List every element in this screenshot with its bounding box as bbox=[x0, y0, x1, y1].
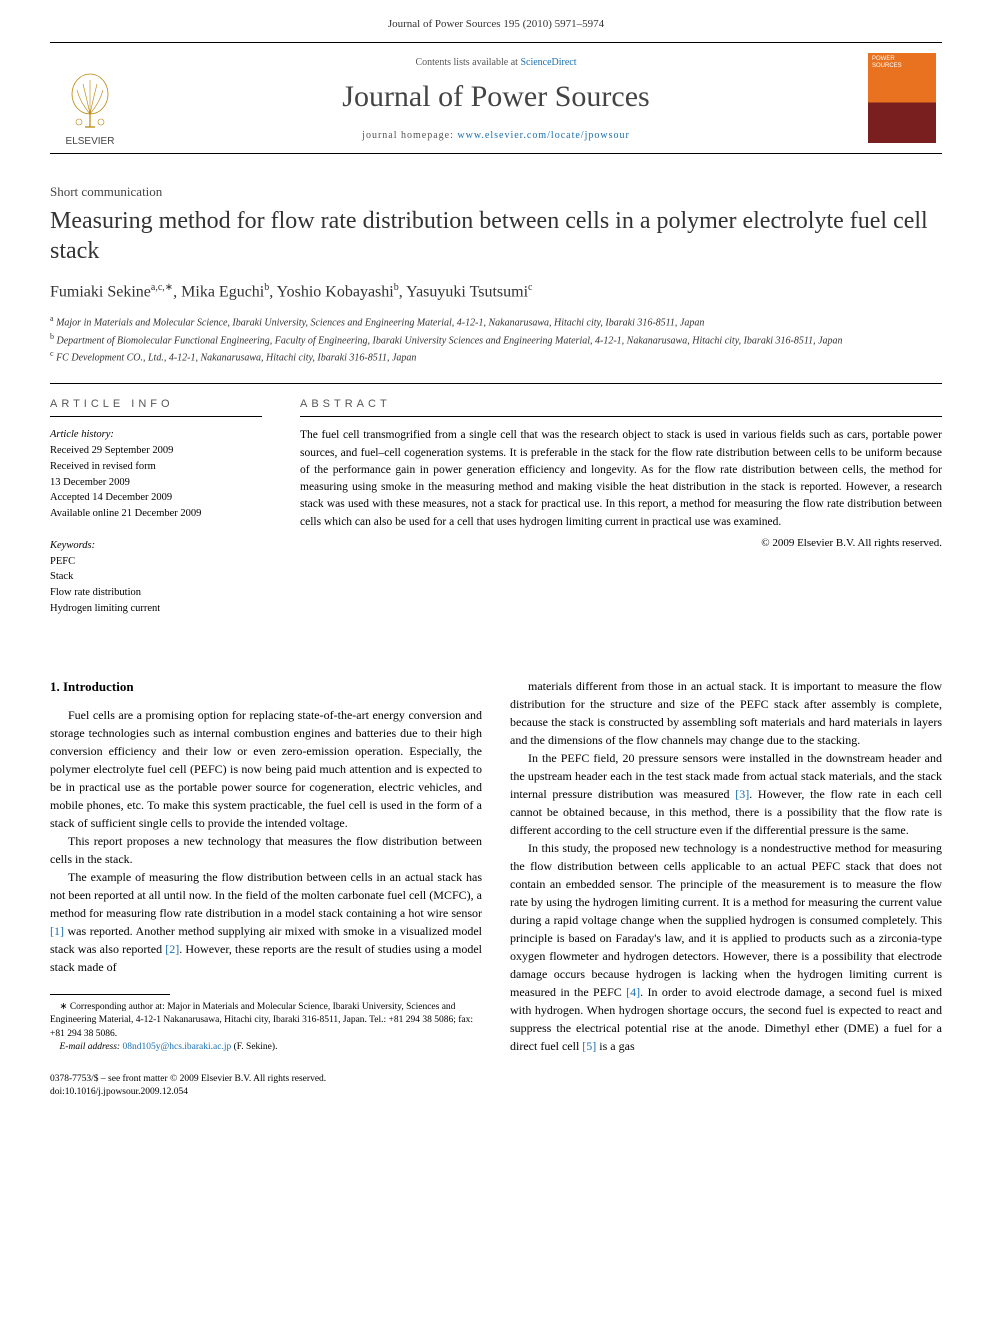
keywords-block: Keywords: PEFCStackFlow rate distributio… bbox=[50, 538, 262, 617]
body-paragraph: materials different from those in an act… bbox=[510, 677, 942, 749]
publisher-logo: ELSEVIER bbox=[50, 43, 130, 153]
contents-available-line: Contents lists available at ScienceDirec… bbox=[130, 57, 862, 68]
page-footer: 0378-7753/$ – see front matter © 2009 El… bbox=[0, 1055, 992, 1124]
keyword: Hydrogen limiting current bbox=[50, 601, 262, 617]
article-history-label: Article history: bbox=[50, 427, 262, 443]
masthead: ELSEVIER Contents lists available at Sci… bbox=[50, 42, 942, 154]
citation-link[interactable]: [3] bbox=[735, 787, 749, 801]
article-history-block: Article history: Received 29 September 2… bbox=[50, 427, 262, 522]
body-paragraph: Fuel cells are a promising option for re… bbox=[50, 706, 482, 832]
article-title: Measuring method for flow rate distribut… bbox=[50, 206, 942, 266]
copyright-line: 0378-7753/$ – see front matter © 2009 El… bbox=[50, 1073, 942, 1086]
keyword: Flow rate distribution bbox=[50, 585, 262, 601]
homepage-link[interactable]: www.elsevier.com/locate/jpowsour bbox=[457, 130, 629, 141]
history-line: 13 December 2009 bbox=[50, 475, 262, 491]
history-line: Available online 21 December 2009 bbox=[50, 506, 262, 522]
doi-line: doi:10.1016/j.jpowsour.2009.12.054 bbox=[50, 1086, 942, 1099]
body-paragraph: In this study, the proposed new technolo… bbox=[510, 839, 942, 1055]
keyword: PEFC bbox=[50, 554, 262, 570]
publisher-name: ELSEVIER bbox=[66, 136, 115, 147]
journal-cover-thumb: POWERSOURCES bbox=[862, 43, 942, 153]
article-info-column: ARTICLE INFO Article history: Received 2… bbox=[50, 384, 280, 646]
citation-link[interactable]: [4] bbox=[626, 985, 640, 999]
body-two-column: 1. Introduction Fuel cells are a promisi… bbox=[50, 677, 942, 1055]
history-line: Accepted 14 December 2009 bbox=[50, 490, 262, 506]
citation-link[interactable]: [2] bbox=[165, 942, 179, 956]
abstract-head: ABSTRACT bbox=[300, 398, 942, 417]
affiliation: c FC Development CO., Ltd., 4-12-1, Naka… bbox=[50, 348, 942, 365]
abstract-copyright: © 2009 Elsevier B.V. All rights reserved… bbox=[300, 537, 942, 549]
section-heading-intro: 1. Introduction bbox=[50, 677, 482, 697]
homepage-prefix: journal homepage: bbox=[362, 130, 457, 141]
body-paragraph: This report proposes a new technology th… bbox=[50, 832, 482, 868]
running-head: Journal of Power Sources 195 (2010) 5971… bbox=[0, 0, 992, 42]
affiliation: a Major in Materials and Molecular Scien… bbox=[50, 313, 942, 330]
journal-homepage-line: journal homepage: www.elsevier.com/locat… bbox=[130, 130, 862, 141]
body-paragraph: In the PEFC field, 20 pressure sensors w… bbox=[510, 749, 942, 839]
sciencedirect-link[interactable]: ScienceDirect bbox=[520, 57, 576, 68]
contents-prefix: Contents lists available at bbox=[415, 57, 520, 68]
masthead-center: Contents lists available at ScienceDirec… bbox=[130, 43, 862, 153]
footnotes: ∗ Corresponding author at: Major in Mate… bbox=[50, 1001, 482, 1054]
abstract-text: The fuel cell transmogrified from a sing… bbox=[300, 427, 942, 531]
article-info-head: ARTICLE INFO bbox=[50, 398, 262, 417]
history-line: Received 29 September 2009 bbox=[50, 443, 262, 459]
article-type: Short communication bbox=[50, 184, 942, 200]
email-line: E-mail address: 08nd105y@hcs.ibaraki.ac.… bbox=[50, 1041, 482, 1054]
article-content: Short communication Measuring method for… bbox=[0, 154, 992, 1055]
keywords-label: Keywords: bbox=[50, 538, 262, 554]
history-line: Received in revised form bbox=[50, 459, 262, 475]
elsevier-tree-icon bbox=[65, 72, 115, 132]
cover-title: POWERSOURCES bbox=[872, 56, 902, 69]
info-abstract-row: ARTICLE INFO Article history: Received 2… bbox=[50, 383, 942, 646]
citation-link[interactable]: [5] bbox=[582, 1039, 596, 1053]
abstract-column: ABSTRACT The fuel cell transmogrified fr… bbox=[280, 384, 942, 646]
cover-image: POWERSOURCES bbox=[868, 53, 936, 143]
citation-link[interactable]: [1] bbox=[50, 924, 64, 938]
footnote-separator bbox=[50, 994, 170, 995]
email-link[interactable]: 08nd105y@hcs.ibaraki.ac.jp bbox=[122, 1042, 231, 1052]
affiliation-list: a Major in Materials and Molecular Scien… bbox=[50, 313, 942, 365]
corresponding-author-note: ∗ Corresponding author at: Major in Mate… bbox=[50, 1001, 482, 1041]
body-paragraph: The example of measuring the flow distri… bbox=[50, 868, 482, 976]
journal-name: Journal of Power Sources bbox=[130, 80, 862, 114]
author-list: Fumiaki Sekinea,c,∗, Mika Eguchib, Yoshi… bbox=[50, 282, 942, 301]
keyword: Stack bbox=[50, 569, 262, 585]
affiliation: b Department of Biomolecular Functional … bbox=[50, 331, 942, 348]
